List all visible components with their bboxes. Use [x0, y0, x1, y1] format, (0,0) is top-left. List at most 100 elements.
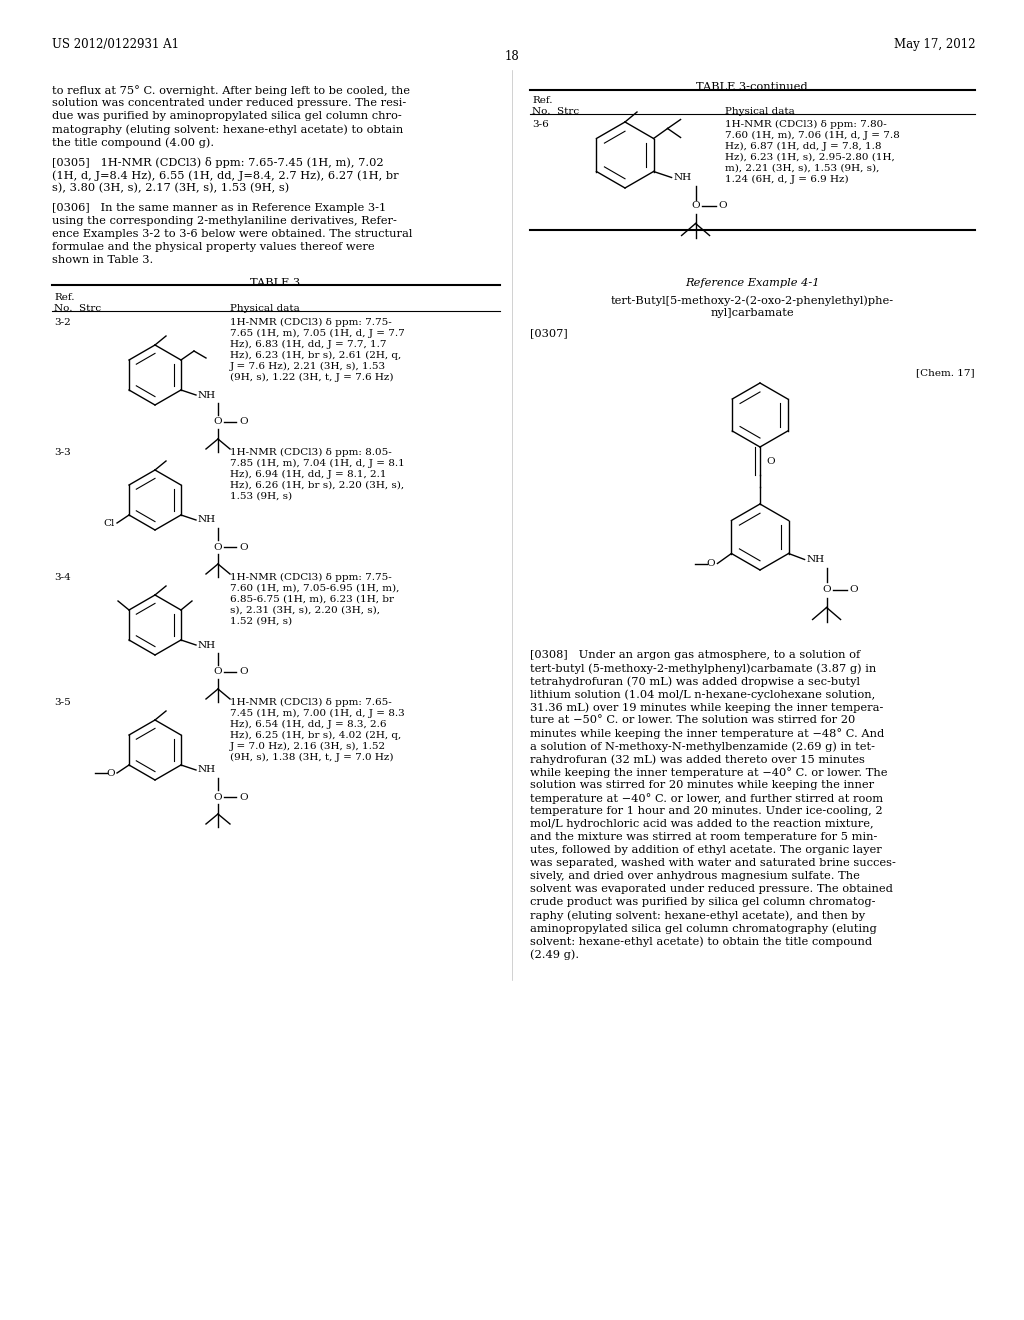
Text: 7.45 (1H, m), 7.00 (1H, d, J = 8.3: 7.45 (1H, m), 7.00 (1H, d, J = 8.3 [230, 709, 404, 718]
Text: O: O [239, 543, 248, 552]
Text: 3-4: 3-4 [54, 573, 71, 582]
Text: 3-6: 3-6 [532, 120, 549, 129]
Text: 7.60 (1H, m), 7.05-6.95 (1H, m),: 7.60 (1H, m), 7.05-6.95 (1H, m), [230, 583, 399, 593]
Text: O: O [239, 792, 248, 801]
Text: TABLE 3: TABLE 3 [250, 279, 300, 288]
Text: Physical data: Physical data [230, 304, 300, 313]
Text: tert-butyl (5-methoxy-2-methylphenyl)carbamate (3.87 g) in: tert-butyl (5-methoxy-2-methylphenyl)car… [530, 663, 877, 673]
Text: NH: NH [807, 554, 824, 564]
Text: and the mixture was stirred at room temperature for 5 min-: and the mixture was stirred at room temp… [530, 832, 878, 842]
Text: to reflux at 75° C. overnight. After being left to be cooled, the: to reflux at 75° C. overnight. After bei… [52, 84, 410, 96]
Text: Hz), 6.83 (1H, dd, J = 7.7, 1.7: Hz), 6.83 (1H, dd, J = 7.7, 1.7 [230, 341, 386, 348]
Text: TABLE 3-continued: TABLE 3-continued [696, 82, 808, 92]
Text: formulae and the physical property values thereof were: formulae and the physical property value… [52, 242, 375, 252]
Text: O: O [766, 457, 774, 466]
Text: mol/L hydrochloric acid was added to the reaction mixture,: mol/L hydrochloric acid was added to the… [530, 818, 873, 829]
Text: using the corresponding 2-methylaniline derivatives, Refer-: using the corresponding 2-methylaniline … [52, 216, 397, 226]
Text: matography (eluting solvent: hexane-ethyl acetate) to obtain: matography (eluting solvent: hexane-ethy… [52, 124, 403, 135]
Text: 18: 18 [505, 50, 519, 63]
Text: temperature at −40° C. or lower, and further stirred at room: temperature at −40° C. or lower, and fur… [530, 793, 883, 804]
Text: 1H-NMR (CDCl3) δ ppm: 8.05-: 1H-NMR (CDCl3) δ ppm: 8.05- [230, 447, 392, 457]
Text: O: O [239, 417, 248, 426]
Text: O: O [850, 585, 858, 594]
Text: 7.85 (1H, m), 7.04 (1H, d, J = 8.1: 7.85 (1H, m), 7.04 (1H, d, J = 8.1 [230, 459, 404, 469]
Text: Physical data: Physical data [725, 107, 795, 116]
Text: Reference Example 4-1: Reference Example 4-1 [685, 279, 819, 288]
Text: NH: NH [198, 640, 216, 649]
Text: solution was concentrated under reduced pressure. The resi-: solution was concentrated under reduced … [52, 98, 407, 108]
Text: solvent was evaporated under reduced pressure. The obtained: solvent was evaporated under reduced pre… [530, 884, 893, 894]
Text: shown in Table 3.: shown in Table 3. [52, 255, 154, 265]
Text: 3-3: 3-3 [54, 447, 71, 457]
Text: ence Examples 3-2 to 3-6 below were obtained. The structural: ence Examples 3-2 to 3-6 below were obta… [52, 228, 413, 239]
Text: Hz), 6.87 (1H, dd, J = 7.8, 1.8: Hz), 6.87 (1H, dd, J = 7.8, 1.8 [725, 143, 882, 150]
Text: O: O [214, 543, 222, 552]
Text: Hz), 6.25 (1H, br s), 4.02 (2H, q,: Hz), 6.25 (1H, br s), 4.02 (2H, q, [230, 731, 401, 741]
Text: [0305]   1H-NMR (CDCl3) δ ppm: 7.65-7.45 (1H, m), 7.02: [0305] 1H-NMR (CDCl3) δ ppm: 7.65-7.45 (… [52, 157, 384, 168]
Text: tetrahydrofuran (70 mL) was added dropwise a sec-butyl: tetrahydrofuran (70 mL) was added dropwi… [530, 676, 860, 686]
Text: ture at −50° C. or lower. The solution was stirred for 20: ture at −50° C. or lower. The solution w… [530, 715, 855, 725]
Text: No.  Strc: No. Strc [532, 107, 580, 116]
Text: O: O [106, 768, 115, 777]
Text: Hz), 6.26 (1H, br s), 2.20 (3H, s),: Hz), 6.26 (1H, br s), 2.20 (3H, s), [230, 480, 404, 490]
Text: while keeping the inner temperature at −40° C. or lower. The: while keeping the inner temperature at −… [530, 767, 888, 777]
Text: 7.65 (1H, m), 7.05 (1H, d, J = 7.7: 7.65 (1H, m), 7.05 (1H, d, J = 7.7 [230, 329, 404, 338]
Text: (2.49 g).: (2.49 g). [530, 949, 580, 960]
Text: Hz), 6.94 (1H, dd, J = 8.1, 2.1: Hz), 6.94 (1H, dd, J = 8.1, 2.1 [230, 470, 386, 479]
Text: minutes while keeping the inner temperature at −48° C. And: minutes while keeping the inner temperat… [530, 729, 885, 739]
Text: aminopropylated silica gel column chromatography (eluting: aminopropylated silica gel column chroma… [530, 923, 877, 933]
Text: a solution of N-methoxy-N-methylbenzamide (2.69 g) in tet-: a solution of N-methoxy-N-methylbenzamid… [530, 741, 874, 751]
Text: tert-Butyl[5-methoxy-2-(2-oxo-2-phenylethyl)phe-: tert-Butyl[5-methoxy-2-(2-oxo-2-phenylet… [610, 294, 894, 305]
Text: May 17, 2012: May 17, 2012 [894, 38, 975, 51]
Text: rahydrofuran (32 mL) was added thereto over 15 minutes: rahydrofuran (32 mL) was added thereto o… [530, 754, 865, 764]
Text: US 2012/0122931 A1: US 2012/0122931 A1 [52, 38, 179, 51]
Text: crude product was purified by silica gel column chromatog-: crude product was purified by silica gel… [530, 898, 876, 907]
Text: 3-5: 3-5 [54, 698, 71, 708]
Text: NH: NH [198, 391, 216, 400]
Text: 1H-NMR (CDCl3) δ ppm: 7.75-: 1H-NMR (CDCl3) δ ppm: 7.75- [230, 573, 392, 582]
Text: 1H-NMR (CDCl3) δ ppm: 7.65-: 1H-NMR (CDCl3) δ ppm: 7.65- [230, 698, 392, 708]
Text: [0307]: [0307] [530, 327, 567, 338]
Text: temperature for 1 hour and 20 minutes. Under ice-cooling, 2: temperature for 1 hour and 20 minutes. U… [530, 807, 883, 816]
Text: Ref.: Ref. [532, 96, 553, 106]
Text: raphy (eluting solvent: hexane-ethyl acetate), and then by: raphy (eluting solvent: hexane-ethyl ace… [530, 909, 865, 920]
Text: O: O [214, 668, 222, 676]
Text: 1H-NMR (CDCl3) δ ppm: 7.80-: 1H-NMR (CDCl3) δ ppm: 7.80- [725, 120, 887, 129]
Text: nyl]carbamate: nyl]carbamate [711, 308, 794, 318]
Text: (9H, s), 1.38 (3H, t, J = 7.0 Hz): (9H, s), 1.38 (3H, t, J = 7.0 Hz) [230, 752, 393, 762]
Text: (9H, s), 1.22 (3H, t, J = 7.6 Hz): (9H, s), 1.22 (3H, t, J = 7.6 Hz) [230, 374, 393, 381]
Text: m), 2.21 (3H, s), 1.53 (9H, s),: m), 2.21 (3H, s), 1.53 (9H, s), [725, 164, 880, 173]
Text: [0306]   In the same manner as in Reference Example 3-1: [0306] In the same manner as in Referenc… [52, 203, 386, 213]
Text: NH: NH [674, 173, 691, 182]
Text: Hz), 6.23 (1H, br s), 2.61 (2H, q,: Hz), 6.23 (1H, br s), 2.61 (2H, q, [230, 351, 401, 360]
Text: O: O [719, 201, 727, 210]
Text: solution was stirred for 20 minutes while keeping the inner: solution was stirred for 20 minutes whil… [530, 780, 874, 789]
Text: O: O [214, 417, 222, 426]
Text: No.  Strc: No. Strc [54, 304, 101, 313]
Text: 1.53 (9H, s): 1.53 (9H, s) [230, 492, 292, 502]
Text: solvent: hexane-ethyl acetate) to obtain the title compound: solvent: hexane-ethyl acetate) to obtain… [530, 936, 872, 946]
Text: due was purified by aminopropylated silica gel column chro-: due was purified by aminopropylated sili… [52, 111, 401, 121]
Text: [Chem. 17]: [Chem. 17] [916, 368, 975, 378]
Text: Ref.: Ref. [54, 293, 75, 302]
Text: the title compound (4.00 g).: the title compound (4.00 g). [52, 137, 214, 148]
Text: J = 7.0 Hz), 2.16 (3H, s), 1.52: J = 7.0 Hz), 2.16 (3H, s), 1.52 [230, 742, 386, 751]
Text: 1.52 (9H, s): 1.52 (9H, s) [230, 616, 292, 626]
Text: Hz), 6.54 (1H, dd, J = 8.3, 2.6: Hz), 6.54 (1H, dd, J = 8.3, 2.6 [230, 719, 386, 729]
Text: utes, followed by addition of ethyl acetate. The organic layer: utes, followed by addition of ethyl acet… [530, 845, 882, 855]
Text: lithium solution (1.04 mol/L n-hexane-cyclohexane solution,: lithium solution (1.04 mol/L n-hexane-cy… [530, 689, 876, 700]
Text: O: O [691, 201, 699, 210]
Text: 3-2: 3-2 [54, 318, 71, 327]
Text: 7.60 (1H, m), 7.06 (1H, d, J = 7.8: 7.60 (1H, m), 7.06 (1H, d, J = 7.8 [725, 131, 900, 140]
Text: 6.85-6.75 (1H, m), 6.23 (1H, br: 6.85-6.75 (1H, m), 6.23 (1H, br [230, 595, 394, 605]
Text: 1H-NMR (CDCl3) δ ppm: 7.75-: 1H-NMR (CDCl3) δ ppm: 7.75- [230, 318, 392, 327]
Text: s), 2.31 (3H, s), 2.20 (3H, s),: s), 2.31 (3H, s), 2.20 (3H, s), [230, 606, 380, 615]
Text: s), 3.80 (3H, s), 2.17 (3H, s), 1.53 (9H, s): s), 3.80 (3H, s), 2.17 (3H, s), 1.53 (9H… [52, 183, 289, 193]
Text: NH: NH [198, 766, 216, 775]
Text: O: O [214, 792, 222, 801]
Text: Cl: Cl [103, 519, 115, 528]
Text: J = 7.6 Hz), 2.21 (3H, s), 1.53: J = 7.6 Hz), 2.21 (3H, s), 1.53 [230, 362, 386, 371]
Text: O: O [822, 585, 830, 594]
Text: sively, and dried over anhydrous magnesium sulfate. The: sively, and dried over anhydrous magnesi… [530, 871, 860, 880]
Text: (1H, d, J=8.4 Hz), 6.55 (1H, dd, J=8.4, 2.7 Hz), 6.27 (1H, br: (1H, d, J=8.4 Hz), 6.55 (1H, dd, J=8.4, … [52, 170, 398, 181]
